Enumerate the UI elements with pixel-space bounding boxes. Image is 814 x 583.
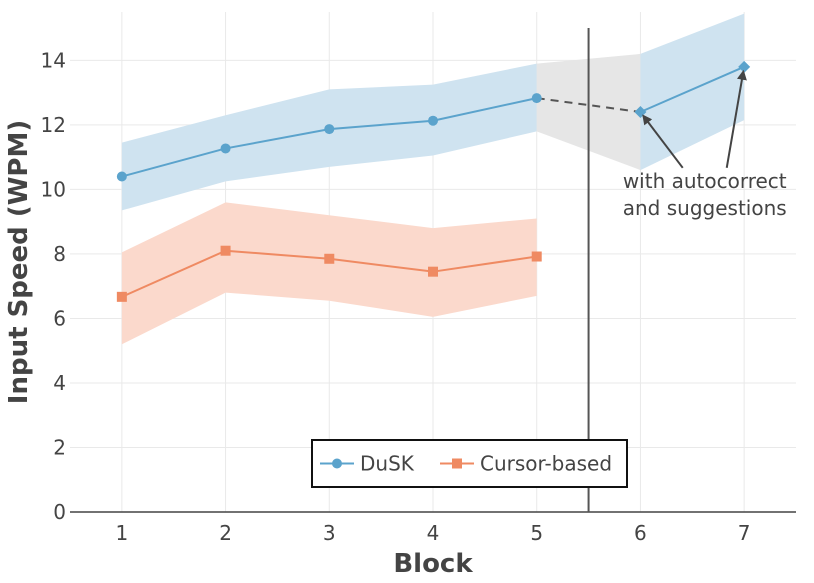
x-tick-label: 2 [219,521,232,545]
data-point [220,143,231,154]
y-axis-title: Input Speed (WPM) [4,120,34,404]
data-point [116,291,127,302]
y-tick-label: 12 [41,113,66,137]
legend-marker-cursor-based [452,458,462,469]
legend-label-dusk: DuSK [360,452,415,476]
band-0 [121,63,537,211]
annotation-arrow [725,69,747,168]
band-1 [121,202,537,345]
transition-line [536,97,641,113]
y-tick-label: 8 [53,242,66,266]
autocorrect-band [640,13,745,171]
data-point [220,245,231,256]
data-point [531,251,542,262]
x-tick-label: 7 [738,521,751,545]
data-point [324,124,335,135]
y-tick-label: 6 [53,306,66,330]
data-point [428,115,438,126]
x-axis-title: Block [393,549,473,579]
data-point [428,266,438,277]
data-point [531,93,542,104]
series-markers [116,60,751,302]
annotation-text: and suggestions [623,196,787,220]
x-tick-label: 4 [427,521,440,545]
x-tick-label: 3 [323,521,336,545]
y-tick-label: 4 [53,371,66,395]
data-point [324,253,335,264]
annotation: with autocorrect and suggestions [623,69,787,220]
y-tick-label: 2 [53,435,66,459]
annotation-arrow [642,114,684,169]
data-point [116,171,127,182]
annotation-text: with autocorrect [623,169,787,193]
y-tick-label: 14 [41,48,66,72]
autocorrect-line [640,65,745,113]
x-tick-label: 1 [115,521,128,545]
y-tick-label: 0 [53,500,66,524]
x-tick-label: 5 [530,521,543,545]
x-tick-label: 6 [634,521,647,545]
y-tick-label: 10 [41,177,66,201]
legend: DuSK Cursor-based [311,439,628,488]
legend-label-cursor-based: Cursor-based [480,452,612,476]
legend-marker-dusk [332,458,342,469]
